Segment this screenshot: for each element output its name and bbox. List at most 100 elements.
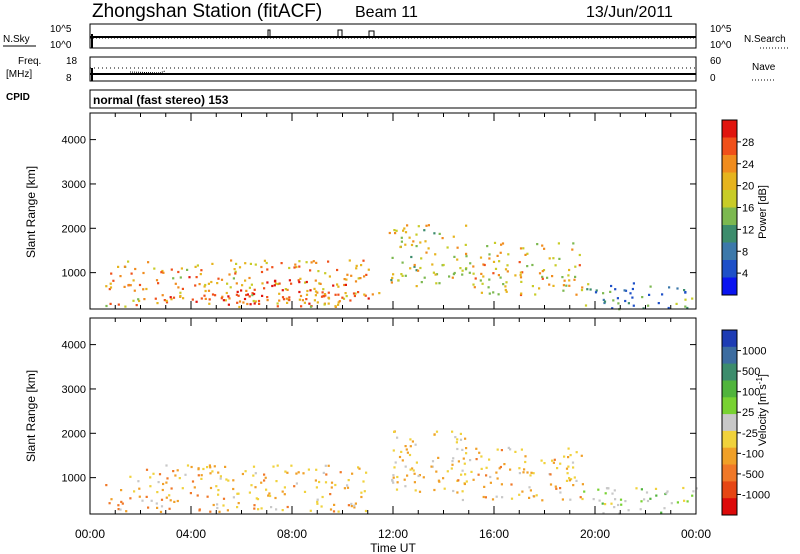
scatter-cell: [592, 498, 595, 501]
scatter-cell: [446, 246, 449, 249]
time-tick-label: 08:00: [277, 527, 307, 541]
scatter-cell: [266, 299, 269, 302]
scatter-cell: [227, 295, 230, 298]
power-xticks: [89, 113, 697, 309]
colorbar-segment: [722, 120, 737, 138]
scatter-cell: [391, 276, 394, 280]
scatter-cell: [603, 300, 607, 303]
scatter-cell: [422, 476, 425, 479]
scatter-cell: [345, 295, 348, 298]
scatter-cell: [257, 508, 260, 511]
scatter-cell: [241, 284, 244, 287]
scatter-cell: [253, 302, 256, 305]
scatter-cell: [129, 475, 132, 478]
scatter-cell: [501, 496, 504, 499]
scatter-cell: [481, 282, 484, 285]
scatter-cell: [225, 291, 228, 295]
power-ylabel: Slant Range [km]: [24, 166, 38, 258]
scatter-cell: [129, 497, 132, 500]
scatter-cell: [602, 292, 605, 295]
scatter-cell: [327, 464, 330, 467]
scatter-cell: [404, 243, 407, 246]
scatter-cell: [473, 286, 476, 289]
scatter-cell: [503, 463, 506, 466]
scatter-cell: [461, 498, 464, 502]
scatter-cell: [133, 289, 136, 292]
scatter-cell: [215, 485, 218, 488]
scatter-cell: [613, 506, 616, 509]
scatter-cell: [427, 224, 430, 227]
date-label: 13/Jun/2011: [586, 4, 673, 21]
scatter-cell: [290, 464, 293, 467]
station-title: Zhongshan Station (fitACF): [92, 1, 322, 22]
scatter-cell: [217, 489, 220, 492]
scatter-cell: [283, 486, 286, 489]
scatter-cell: [355, 264, 358, 267]
scatter-cell: [533, 495, 536, 498]
scatter-cell: [461, 448, 464, 451]
scatter-cell: [524, 253, 527, 256]
scatter-cell: [631, 296, 634, 299]
power-colorbar-label: Power [dB]: [757, 185, 769, 239]
scatter-cell: [558, 257, 561, 260]
colorbar-segment: [722, 277, 737, 296]
scatter-cell: [310, 261, 313, 264]
scatter-cell: [480, 467, 483, 470]
scatter-cell: [309, 269, 312, 272]
scatter-cell: [484, 496, 487, 499]
scatter-cell: [179, 291, 182, 294]
scatter-cell: [610, 284, 613, 288]
colorbar-tick-label: 16: [742, 203, 754, 215]
scatter-cell: [110, 272, 113, 275]
scatter-cell: [170, 268, 173, 271]
scatter-cell: [465, 255, 468, 258]
scatter-cell: [442, 263, 445, 267]
scatter-cell: [602, 512, 605, 515]
scatter-cell: [314, 294, 317, 297]
scatter-cell: [420, 257, 423, 260]
scatter-cell: [252, 299, 255, 303]
scatter-cell: [504, 288, 507, 292]
scatter-cell: [418, 490, 422, 493]
scatter-cell: [552, 461, 555, 464]
scatter-cell: [388, 231, 391, 235]
scatter-cell: [478, 451, 481, 454]
scatter-cell: [609, 290, 612, 293]
scatter-cell: [538, 272, 542, 275]
y-tick-label: 3000: [62, 179, 86, 191]
scatter-cell: [423, 229, 426, 232]
y-tick-label: 1000: [62, 473, 86, 485]
scatter-cell: [276, 282, 279, 286]
scatter-cell: [485, 474, 488, 477]
scatter-cell: [195, 276, 198, 279]
scatter-cell: [189, 492, 192, 495]
scatter-cell: [612, 299, 615, 302]
scatter-cell: [452, 273, 455, 276]
scatter-cell: [488, 278, 491, 281]
scatter-cell: [209, 510, 212, 513]
scatter-cell: [692, 490, 695, 493]
scatter-cell: [460, 473, 463, 476]
scatter-cell: [543, 247, 546, 250]
scatter-cell: [320, 295, 324, 298]
scatter-cell: [213, 465, 216, 468]
scatter-cell: [145, 287, 148, 291]
scatter-cell: [475, 447, 478, 450]
freq-label: Freq.: [18, 56, 41, 67]
scatter-cell: [348, 259, 351, 262]
scatter-cell: [642, 307, 645, 310]
scatter-cell: [640, 500, 643, 503]
scatter-cell: [480, 455, 483, 458]
scatter-cell: [245, 289, 248, 292]
scatter-cell: [405, 448, 408, 451]
freq-tick-high: 18: [66, 56, 78, 67]
scatter-cell: [293, 266, 296, 269]
scatter-cell: [336, 283, 339, 286]
scatter-cell: [463, 482, 466, 486]
scatter-cell: [450, 467, 453, 470]
scatter-cell: [129, 284, 132, 287]
scatter-cell: [286, 288, 289, 291]
scatter-cell: [363, 490, 366, 493]
scatter-cell: [357, 277, 360, 280]
scatter-cell: [255, 497, 258, 500]
